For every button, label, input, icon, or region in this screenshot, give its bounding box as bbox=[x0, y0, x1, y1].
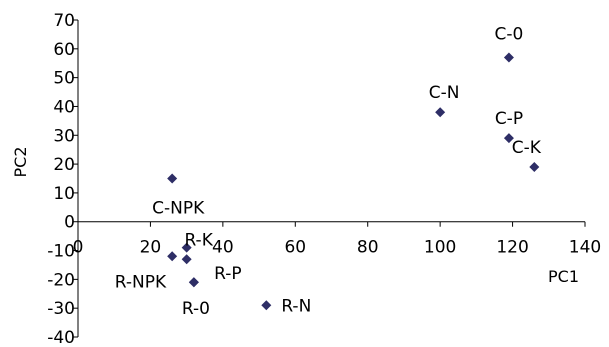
x-tick-label: 100 bbox=[424, 238, 456, 258]
data-point-label: R-P bbox=[214, 264, 242, 284]
data-point-marker bbox=[181, 254, 192, 265]
data-point-marker bbox=[435, 107, 446, 118]
data-point-label: C-P bbox=[495, 109, 523, 129]
x-tick-label: 140 bbox=[569, 238, 601, 258]
y-axis-title: PC2 bbox=[11, 147, 30, 178]
y-tick-label: -10 bbox=[47, 242, 75, 262]
data-point-label: R-NPK bbox=[115, 272, 167, 292]
data-point-marker bbox=[167, 251, 178, 262]
data-point-label: R-K bbox=[184, 231, 213, 251]
data-point-label: C-N bbox=[429, 83, 460, 103]
x-axis-title: PC1 bbox=[548, 267, 579, 286]
y-tick-label: 60 bbox=[53, 40, 75, 60]
y-tick-label: -30 bbox=[47, 299, 75, 319]
data-point-marker bbox=[261, 300, 272, 311]
y-tick-label: 30 bbox=[53, 126, 75, 146]
data-point-label: R-N bbox=[281, 296, 311, 316]
x-tick-label: 40 bbox=[212, 238, 234, 258]
y-tick-label: 50 bbox=[53, 69, 75, 89]
data-point-marker bbox=[188, 277, 199, 288]
x-tick-label: 0 bbox=[73, 238, 84, 258]
data-point-marker bbox=[181, 242, 192, 253]
chart-points bbox=[167, 52, 540, 311]
y-tick-label: 0 bbox=[64, 213, 75, 233]
data-point-label: C-NPK bbox=[152, 199, 205, 219]
data-point-marker bbox=[529, 161, 540, 172]
y-tick-label: 20 bbox=[53, 155, 75, 175]
x-tick-label: 80 bbox=[357, 238, 379, 258]
y-tick-label: 10 bbox=[53, 184, 75, 204]
y-tick-label: -20 bbox=[47, 270, 75, 290]
y-tick-label: 70 bbox=[53, 11, 75, 31]
data-point-marker bbox=[503, 133, 514, 144]
y-tick-label: -40 bbox=[47, 328, 75, 347]
chart-point-labels: C-0 C-N C-P C-K C-NPK R-K R-NPK R-PR-0 R-N bbox=[115, 24, 542, 319]
data-point-label: C-0 bbox=[495, 24, 524, 44]
x-tick-label: 60 bbox=[284, 238, 306, 258]
data-point-label: C-K bbox=[512, 138, 542, 158]
data-point-marker bbox=[167, 173, 178, 184]
x-tick-label: 20 bbox=[140, 238, 162, 258]
data-point-label: R-0 bbox=[182, 299, 210, 319]
x-tick-label: 120 bbox=[496, 238, 528, 258]
y-tick-label: 40 bbox=[53, 97, 75, 117]
data-point-marker bbox=[503, 52, 514, 63]
